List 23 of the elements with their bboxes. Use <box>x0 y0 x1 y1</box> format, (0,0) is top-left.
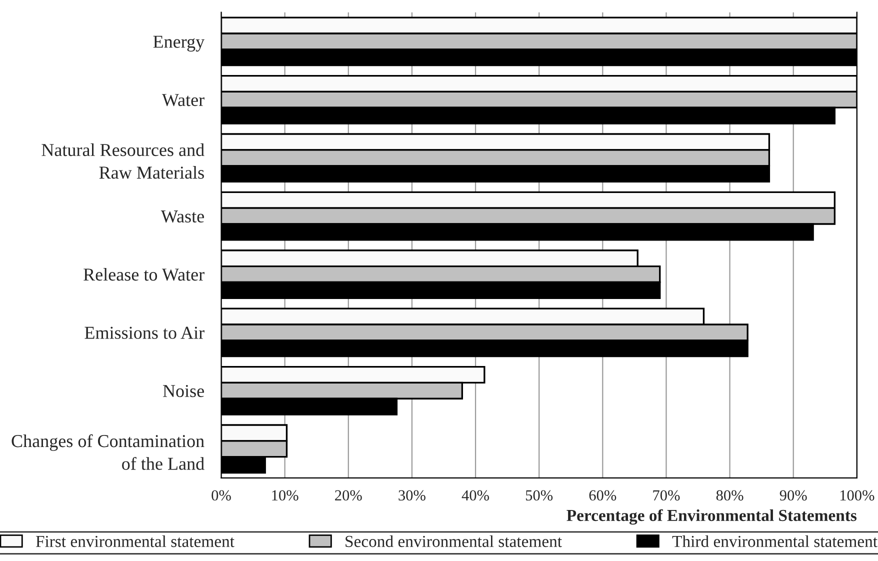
y-tick-label: Noise <box>162 384 204 398</box>
x-tick-label: 0% <box>212 490 231 501</box>
x-tick-label: 70% <box>653 490 680 501</box>
x-tick-label: 60% <box>589 490 616 501</box>
y-tick-label: Emissions to Air <box>84 326 204 339</box>
x-tick-label: 40% <box>462 490 490 501</box>
x-tick-label: 20% <box>335 490 362 501</box>
legend-label: First environmental statement <box>36 535 234 548</box>
y-tick-label: Water <box>162 94 204 106</box>
y-tick-label: Changes of Contamination of the Land <box>12 434 204 470</box>
x-tick-label: 100% <box>840 490 874 501</box>
y-tick-label: Natural Resources and Raw Materials <box>42 143 204 179</box>
legend-label: Third environmental statement <box>672 535 878 548</box>
x-tick-label: 50% <box>526 490 553 501</box>
x-axis-title: Percentage of Environmental Statements <box>566 509 857 525</box>
y-tick-label: Waste <box>160 210 204 223</box>
x-tick-label: 10% <box>272 490 298 501</box>
x-tick-label: 90% <box>780 490 807 501</box>
x-tick-label: 30% <box>398 490 426 501</box>
y-tick-label: Energy <box>153 36 205 52</box>
x-tick-label: 80% <box>716 490 744 501</box>
legend-label: Second environmental statement <box>346 535 562 548</box>
y-tick-label: Release to Water <box>84 268 204 281</box>
